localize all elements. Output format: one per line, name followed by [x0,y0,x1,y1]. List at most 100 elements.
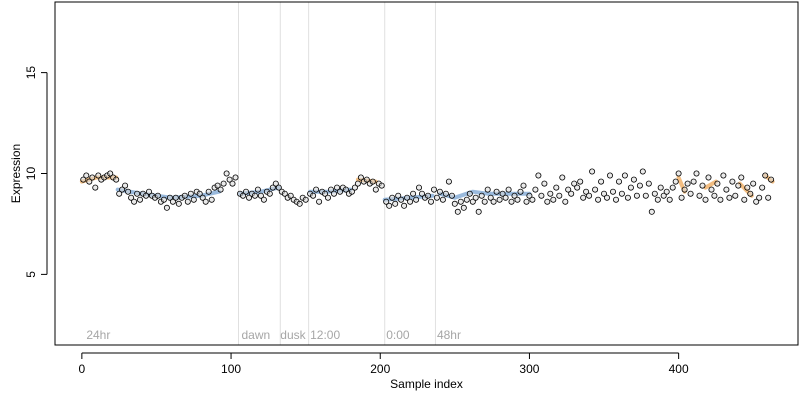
data-point [448,192,455,199]
data-point [398,196,405,203]
data-point [445,178,452,185]
data-point [415,184,422,191]
data-point [723,186,730,193]
data-point [601,190,608,197]
data-point [251,192,258,199]
data-point [404,194,411,201]
data-point [642,192,649,199]
data-point [266,190,273,197]
data-point [708,186,715,193]
data-point [95,172,102,179]
data-point [475,208,482,215]
data-point [142,192,149,199]
data-point [395,192,402,199]
data-point [627,184,634,191]
x-tick-label: 400 [669,362,689,376]
data-point [553,184,560,191]
data-point [260,196,267,203]
data-point [741,196,748,203]
data-point [687,190,694,197]
data-point [239,192,246,199]
data-point [454,208,461,215]
data-point [496,196,503,203]
data-point [257,192,264,199]
data-point [134,190,141,197]
data-point [744,184,751,191]
data-point [86,178,93,185]
data-point [699,182,706,189]
data-point [469,198,476,205]
data-point [199,194,206,201]
data-point [316,198,323,205]
data-point [407,198,414,205]
data-point [83,172,90,179]
data-point [119,186,126,193]
data-point [618,190,625,197]
data-point [254,186,261,193]
data-point [372,186,379,193]
data-point [122,182,129,189]
data-point [729,178,736,185]
data-point [693,170,700,177]
data-point [433,194,440,201]
data-point [645,180,652,187]
data-point [472,194,479,201]
annotation-3: 12:00 [310,328,340,342]
data-point [490,198,497,205]
data-point [669,184,676,191]
data-point [92,184,99,191]
data-point [720,172,727,179]
trace-orange_trace-3 [703,179,718,190]
data-point [499,190,506,197]
x-axis-label: Sample index [390,377,463,391]
data-point [541,180,548,187]
data-point [232,174,239,181]
data-point [392,200,399,207]
data-point [463,196,470,203]
data-point [565,186,572,193]
data-point [363,176,370,183]
data-point [154,192,161,199]
data-point [589,168,596,175]
data-point [672,178,679,185]
data-point [217,186,224,193]
data-point [413,196,420,203]
vertical-reference-lines [238,2,436,345]
data-point [245,194,252,201]
data-point [580,194,587,201]
data-point [696,192,703,199]
annotation-0: 24hr [86,328,110,342]
data-point [436,188,443,195]
data-point [223,170,230,177]
data-point [351,184,358,191]
x-tick-label: 200 [370,362,390,376]
data-point [648,208,655,215]
y-tick-label: 15 [24,66,38,80]
data-point [657,184,664,191]
data-point [735,182,742,189]
data-points [80,168,775,215]
data-point [630,176,637,183]
data-point [624,194,631,201]
data-point [357,174,364,181]
data-point [190,196,197,203]
y-tick-label: 5 [24,271,38,278]
data-point [556,192,563,199]
data-point [466,190,473,197]
data-point [383,198,390,205]
data-point [544,198,551,205]
data-point [457,198,464,205]
data-point [493,188,500,195]
data-point [389,194,396,201]
data-point [550,196,557,203]
data-point [684,180,691,187]
data-point [418,190,425,197]
data-point [460,204,467,211]
data-point [610,188,617,195]
data-point [571,180,578,187]
x-axis: 0 100 200 300 400 [79,352,689,376]
data-point [145,188,152,195]
data-point [172,194,179,201]
y-axis: 5 10 15 [24,66,48,278]
